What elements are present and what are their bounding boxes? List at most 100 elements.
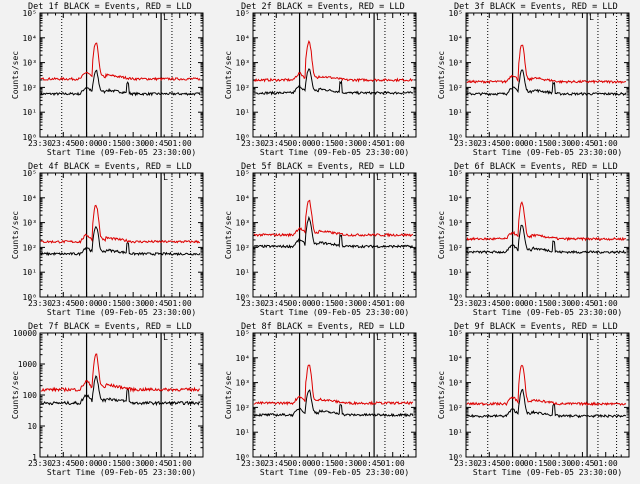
y-tick-label: 10¹ — [23, 108, 37, 117]
events-series-line — [40, 225, 201, 257]
x-tick-label: 00:15 — [524, 139, 548, 148]
x-tick-label: 00:45 — [357, 139, 381, 148]
x-tick-label: 23:45 — [477, 459, 501, 468]
y-tick-label: 10² — [236, 403, 250, 412]
y-tick-label: 10¹ — [449, 268, 463, 277]
y-tick-label: 10⁵ — [449, 169, 463, 178]
y-tick-label: 10¹ — [449, 108, 463, 117]
y-tick-label: 10000 — [13, 329, 37, 338]
x-tick-label: 00:45 — [357, 299, 381, 308]
x-tick-label: 00:45 — [570, 299, 594, 308]
x-tick-label: 00:15 — [311, 299, 335, 308]
x-tick-label: 23:45 — [264, 139, 288, 148]
events-series-line — [466, 388, 627, 419]
y-tick-label: 10² — [449, 403, 463, 412]
corner-mark: L — [376, 333, 381, 342]
plot-frame — [252, 12, 417, 138]
y-tick-label: 10⁰ — [449, 293, 463, 302]
corner-mark: L — [163, 173, 168, 182]
y-axis-label: Counts/sec — [224, 371, 233, 419]
panel-title: Det 5f BLACK = Events, RED = LLD — [241, 162, 405, 172]
y-tick-label: 10² — [236, 243, 250, 252]
y-tick-label: 10³ — [449, 379, 463, 388]
y-tick-label: 10³ — [236, 59, 250, 68]
y-axis-label: Counts/sec — [11, 371, 20, 419]
y-tick-label: 10² — [449, 243, 463, 252]
y-axis-label: Counts/sec — [224, 51, 233, 99]
y-tick-label: 10⁰ — [23, 133, 37, 142]
detector-panel-6: Det 6f BLACK = Events, RED = LLD 10⁰ 10¹ 10… — [437, 162, 630, 317]
y-tick-label: 10⁵ — [236, 329, 250, 338]
y-tick-label: 10⁰ — [236, 453, 250, 462]
y-tick-label: 10³ — [449, 59, 463, 68]
x-tick-label: 00:15 — [524, 459, 548, 468]
x-tick-label: 00:30 — [547, 459, 571, 468]
lld-series-line — [253, 364, 414, 406]
y-tick-label: 10¹ — [23, 268, 37, 277]
x-tick-label: 01:00 — [381, 299, 405, 308]
y-tick-label: 10¹ — [236, 108, 250, 117]
y-tick-label: 10² — [449, 83, 463, 92]
detector-panel-4: Det 4f BLACK = Events, RED = LLD 10⁰ 10¹ 10… — [11, 162, 204, 317]
lld-series-line — [466, 201, 626, 242]
x-tick-label: 00:00 — [501, 459, 525, 468]
corner-mark: L — [376, 173, 381, 182]
x-tick-label: 23:45 — [51, 139, 75, 148]
x-tick-label: 00:00 — [75, 139, 99, 148]
events-series-line — [40, 69, 201, 97]
x-tick-label: 00:15 — [311, 459, 335, 468]
panel-title: Det 9f BLACK = Events, RED = LLD — [454, 322, 618, 332]
x-tick-label: 23:30 — [454, 299, 478, 308]
x-tick-label: 01:00 — [381, 139, 405, 148]
y-tick-label: 10⁵ — [23, 169, 37, 178]
x-tick-label: 00:15 — [311, 139, 335, 148]
panel-title: Det 8f BLACK = Events, RED = LLD — [241, 322, 405, 332]
events-series-line — [466, 69, 627, 97]
x-tick-label: 23:30 — [241, 299, 265, 308]
detector-panel-7: Det 7f BLACK = Events, RED = LLD 1 10 100 10… — [11, 322, 204, 477]
y-tick-label: 10³ — [23, 219, 37, 228]
x-tick-label: 00:00 — [501, 139, 525, 148]
x-tick-label: 00:15 — [98, 299, 122, 308]
x-tick-label: 00:00 — [288, 299, 312, 308]
lld-series-line — [466, 44, 627, 85]
y-tick-label: 10² — [23, 83, 37, 92]
x-tick-label: 00:00 — [501, 299, 525, 308]
plot-frame — [465, 332, 630, 458]
y-tick-label: 10² — [23, 243, 37, 252]
lld-series-line — [40, 353, 200, 393]
x-axis-label: Start Time (09-Feb-05 23:30:00) — [260, 308, 409, 317]
x-tick-label: 23:45 — [477, 299, 501, 308]
y-tick-label: 10⁵ — [449, 329, 463, 338]
events-series-line — [253, 68, 414, 96]
x-tick-label: 00:30 — [547, 139, 571, 148]
x-tick-label: 23:30 — [241, 139, 265, 148]
detector-panel-1: Det 1f BLACK = Events, RED = LLD 10⁰ 10¹ 10… — [11, 2, 204, 157]
y-tick-label: 10 — [27, 422, 37, 431]
panel-title: Det 3f BLACK = Events, RED = LLD — [454, 2, 618, 12]
events-series-line — [253, 215, 414, 249]
x-axis-label: Start Time (09-Feb-05 23:30:00) — [473, 308, 622, 317]
x-tick-label: 23:30 — [241, 459, 265, 468]
detector-panel-5: Det 5f BLACK = Events, RED = LLD 10⁰ 10¹ 10… — [224, 162, 417, 317]
lld-series-line — [253, 40, 414, 83]
y-tick-label: 10⁴ — [236, 194, 250, 203]
panel-title: Det 2f BLACK = Events, RED = LLD — [241, 2, 405, 12]
x-axis-label: Start Time (09-Feb-05 23:30:00) — [47, 308, 196, 317]
x-tick-label: 23:45 — [264, 299, 288, 308]
plot-frame — [465, 12, 630, 138]
x-tick-label: 23:45 — [264, 459, 288, 468]
y-tick-label: 10⁴ — [236, 354, 250, 363]
plot-frame — [39, 332, 204, 458]
y-tick-label: 10⁵ — [236, 9, 250, 18]
x-axis-label: Start Time (09-Feb-05 23:30:00) — [47, 468, 196, 477]
lld-series-line — [253, 199, 414, 238]
events-series-line — [253, 389, 414, 418]
x-tick-label: 00:45 — [144, 139, 168, 148]
x-tick-label: 00:30 — [121, 459, 145, 468]
y-tick-label: 10⁴ — [449, 34, 463, 43]
x-tick-label: 00:15 — [524, 299, 548, 308]
x-tick-label: 23:30 — [454, 459, 478, 468]
x-tick-label: 00:15 — [98, 459, 122, 468]
